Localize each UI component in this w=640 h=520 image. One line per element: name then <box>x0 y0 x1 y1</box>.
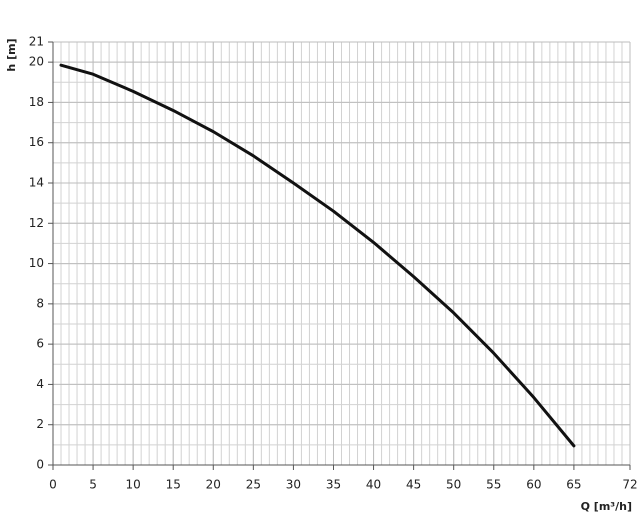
x-tick-label: 60 <box>526 478 541 492</box>
y-tick-label: 2 <box>36 417 44 431</box>
x-tick-label: 55 <box>486 478 501 492</box>
y-tick-label: 21 <box>29 35 44 49</box>
x-tick-label: 50 <box>446 478 461 492</box>
y-tick-label: 6 <box>36 337 44 351</box>
x-tick-label: 10 <box>125 478 140 492</box>
y-tick-label: 12 <box>29 216 44 230</box>
x-tick-label: 25 <box>246 478 261 492</box>
x-tick-label: 30 <box>286 478 301 492</box>
data-line <box>59 63 576 448</box>
grid <box>52 41 631 466</box>
x-tick-label: 20 <box>206 478 221 492</box>
x-axis-title: Q [m³/h] <box>581 500 632 513</box>
x-tick-label: 15 <box>166 478 181 492</box>
y-tick-label: 0 <box>36 458 44 472</box>
x-tick-label: 0 <box>49 478 57 492</box>
y-tick-label: 14 <box>29 176 44 190</box>
x-tick-label: 35 <box>326 478 341 492</box>
y-tick-label: 8 <box>36 296 44 310</box>
x-tick-label: 45 <box>406 478 421 492</box>
y-tick-label: 10 <box>29 256 44 270</box>
y-tick-label: 20 <box>29 55 44 69</box>
x-tick-label: 72 <box>622 478 637 492</box>
x-tick-label: 65 <box>566 478 581 492</box>
y-tick-label: 16 <box>29 135 44 149</box>
y-axis-title: h [m] <box>5 38 18 71</box>
y-tick-label: 18 <box>29 95 44 109</box>
x-tick-label: 5 <box>89 478 97 492</box>
x-tick-label: 40 <box>366 478 381 492</box>
y-tick-label: 4 <box>36 377 44 391</box>
